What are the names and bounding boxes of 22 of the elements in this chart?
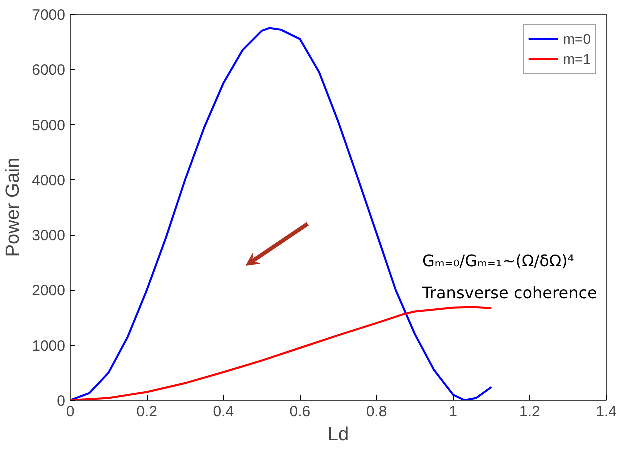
y-axis-title: Power Gain xyxy=(3,158,24,258)
y-tick-label: 1000 xyxy=(32,338,66,355)
y-tick-label: 5000 xyxy=(32,117,66,134)
x-tick-label: 0.6 xyxy=(290,404,311,420)
y-tick-label: 4000 xyxy=(32,172,66,190)
x-tick-label: 0.4 xyxy=(213,404,234,420)
legend-label: m=0 xyxy=(563,31,591,47)
x-tick-label: 1 xyxy=(449,404,458,420)
legend-label: m=1 xyxy=(563,51,591,67)
annotation: Transverse coherence xyxy=(422,284,598,302)
line-series xyxy=(70,306,493,400)
x-axis-title: Ld xyxy=(328,424,350,446)
x-tick-label: 0.2 xyxy=(136,404,158,420)
y-tick-label: 0 xyxy=(57,393,66,410)
y-tick-label: 7000 xyxy=(32,7,66,24)
y-tick-label: 2000 xyxy=(32,282,66,300)
annotation: Gₘ₌₀/Gₘ₌₁~(Ω/δΩ)⁴ xyxy=(422,252,574,270)
x-tick-label: 1.4 xyxy=(596,404,617,420)
y-tick-label: 3000 xyxy=(32,228,66,245)
y-tick-label: 6000 xyxy=(32,62,66,80)
x-tick-label: 1.2 xyxy=(520,404,540,420)
x-tick-label: 0.8 xyxy=(366,404,388,420)
